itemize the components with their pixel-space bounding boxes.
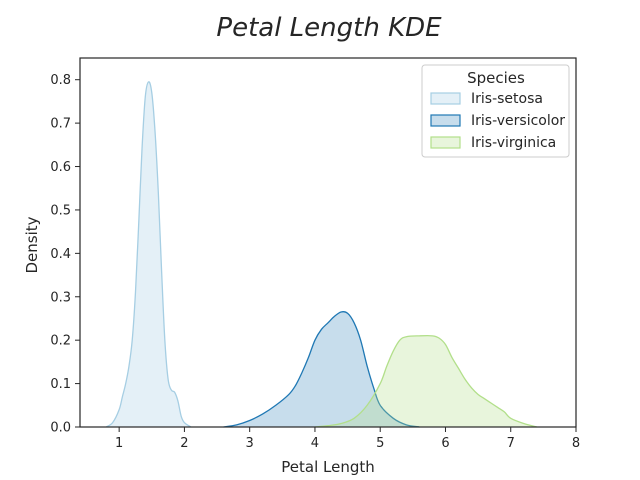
y-tick-label: 0.6: [50, 160, 71, 175]
legend-label-iris-setosa: Iris-setosa: [471, 91, 543, 107]
x-tick-label: 6: [441, 436, 449, 451]
x-axis: 1 2 3 4 5 6 7 8: [115, 427, 580, 451]
y-axis: 0.0 0.1 0.2 0.3 0.4 0.5 0.6 0.7 0.8: [50, 73, 80, 436]
legend-swatch-iris-setosa: [430, 92, 461, 105]
legend-items: Iris-setosa Iris-versicolor Iris-virginica: [430, 91, 565, 151]
area-fill-iris-versicolor: [223, 311, 420, 427]
chart-title: Petal Length KDE: [216, 13, 442, 43]
x-tick-label: 8: [572, 436, 580, 451]
x-tick-label: 5: [376, 436, 384, 451]
plot-area: [105, 81, 538, 428]
x-tick-label: 4: [311, 436, 319, 451]
y-tick-label: 0.8: [50, 73, 71, 88]
legend: Species Iris-setosa Iris-versicolor Iris-v…: [421, 64, 570, 158]
area-line-iris-virginica: [314, 334, 538, 428]
legend-box: [421, 64, 570, 158]
y-tick-label: 0.2: [50, 334, 71, 349]
legend-swatch-iris-versicolor: [430, 114, 461, 127]
area-fill-iris-virginica: [314, 335, 537, 427]
legend-label-iris-virginica: Iris-virginica: [471, 135, 556, 151]
legend-title: Species: [467, 69, 525, 87]
x-axis-label: Petal Length: [281, 458, 375, 476]
y-tick-label: 0.5: [50, 203, 71, 218]
y-tick-label: 0.4: [50, 247, 71, 262]
y-tick-label: 0.0: [50, 421, 71, 436]
x-tick-label: 7: [507, 436, 515, 451]
y-tick-label: 0.7: [50, 117, 71, 132]
x-tick-label: 1: [115, 436, 123, 451]
area-line-iris-setosa: [105, 81, 192, 428]
y-tick-label: 0.1: [50, 377, 71, 392]
y-axis-label: Density: [23, 216, 41, 273]
legend-label-iris-versicolor: Iris-versicolor: [471, 113, 565, 129]
legend-swatch-iris-virginica: [430, 136, 461, 149]
area-fill-iris-setosa: [106, 81, 191, 427]
x-tick-label: 3: [246, 436, 254, 451]
x-tick-label: 2: [180, 436, 188, 451]
plot-frame: [79, 57, 577, 428]
y-tick-label: 0.3: [50, 290, 71, 305]
